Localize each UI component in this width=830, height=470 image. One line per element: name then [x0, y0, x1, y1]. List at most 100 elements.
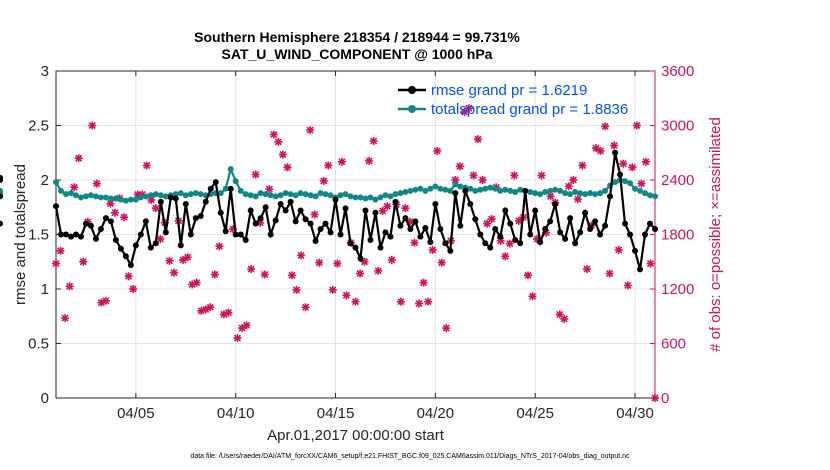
totalspread-point	[612, 179, 619, 186]
obs-point	[619, 159, 628, 168]
rmse-point	[502, 207, 509, 214]
y-tick-label: 3	[41, 63, 49, 80]
obs-stroke	[306, 126, 314, 134]
totalspread-point	[127, 196, 134, 203]
rmse-point	[427, 239, 434, 246]
rmse-point	[197, 212, 204, 219]
y-right-tick-label: 1200	[661, 281, 694, 298]
totalspread-point	[452, 181, 459, 188]
rmse-point	[517, 240, 524, 247]
rmse-point	[602, 222, 609, 229]
obs-point	[528, 292, 537, 301]
rmse-line	[54, 152, 656, 270]
obs-stroke	[451, 176, 459, 184]
rmse-point	[247, 207, 254, 214]
obs-stroke	[501, 252, 509, 260]
totalspread-point	[397, 190, 404, 197]
totalspread-point	[312, 193, 319, 200]
totalspread-point	[0, 187, 3, 194]
obs-stroke	[170, 269, 178, 277]
obs-point	[310, 210, 319, 219]
obs-stroke	[651, 394, 659, 402]
obs-point	[474, 135, 483, 144]
obs-stroke	[152, 204, 160, 212]
obs-stroke	[442, 324, 450, 332]
totalspread-point	[192, 190, 199, 197]
rmse-point	[487, 244, 494, 251]
totalspread-point	[622, 178, 629, 185]
rmse-point	[477, 231, 484, 238]
rmse-point	[452, 190, 459, 197]
totalspread-point	[597, 190, 604, 197]
obs-stroke	[143, 161, 151, 170]
obs-stroke	[274, 138, 282, 146]
legend-entry-totalspread: totalspread grand pr = 1.8836	[398, 101, 628, 118]
y-tick-label: 0.5	[28, 336, 49, 353]
obs-point	[88, 121, 97, 130]
obs-point	[442, 324, 451, 333]
obs-point	[437, 258, 446, 267]
obs-point	[487, 215, 496, 224]
totalspread-point	[377, 194, 384, 201]
totalspread-point	[482, 185, 489, 192]
totalspread-point	[437, 185, 444, 192]
totalspread-point	[102, 194, 109, 201]
obs-stroke	[401, 204, 409, 212]
obs-point	[260, 270, 269, 279]
totalspread-point	[422, 187, 429, 194]
obs-point	[324, 161, 333, 170]
totalspread-point	[627, 180, 634, 187]
obs-stroke	[397, 298, 405, 306]
obs-point	[428, 245, 437, 254]
rmse-point	[532, 207, 539, 214]
obs-point	[510, 171, 519, 180]
rmse-point	[307, 220, 314, 227]
totalspread-point	[537, 191, 544, 198]
obs-point	[564, 182, 573, 191]
obs-point	[623, 281, 632, 290]
obs-stroke	[642, 158, 650, 166]
totalspread-point	[262, 191, 269, 198]
rmse-point	[267, 231, 274, 238]
rmse-point	[342, 205, 349, 212]
obs-point	[328, 285, 337, 294]
obs-point	[251, 170, 260, 179]
obs-stroke	[628, 163, 636, 171]
legend-entry-rmse: rmse grand pr = 1.6219	[398, 82, 587, 99]
rmse-point	[562, 235, 569, 242]
rmse-point	[212, 179, 219, 186]
rmse-point	[102, 215, 109, 222]
totalspread-point	[327, 192, 334, 199]
obs-stroke	[297, 251, 305, 259]
rmse-point	[157, 198, 164, 205]
totalspread-point	[217, 190, 224, 197]
rmse-point	[377, 244, 384, 251]
rmse-point	[0, 177, 3, 183]
obs-stroke	[410, 239, 419, 247]
totalspread-point	[567, 191, 574, 198]
rmse-point	[622, 220, 629, 227]
obs-stroke	[193, 279, 201, 287]
rmse-point	[617, 171, 624, 178]
rmse-point	[542, 226, 549, 233]
obs-point	[56, 246, 65, 255]
x-tick-label: 04/30	[616, 405, 654, 422]
obs-point	[70, 183, 79, 192]
obs-point	[582, 265, 591, 274]
obs-point	[287, 271, 296, 280]
obs-point	[419, 278, 428, 287]
rmse-point	[597, 231, 604, 238]
totalspread-point	[322, 191, 329, 198]
rmse-point	[112, 236, 119, 243]
totalspread-point	[297, 190, 304, 197]
obs-stroke	[574, 195, 582, 203]
obs-stroke	[497, 237, 505, 245]
rmse-point	[547, 218, 554, 225]
obs-point	[651, 394, 659, 402]
rmse-point	[97, 226, 104, 233]
obs-stroke	[474, 135, 482, 143]
rmse-point	[607, 193, 614, 200]
obs-point	[410, 238, 419, 247]
obs-point	[92, 179, 101, 188]
rmse-point	[492, 226, 499, 233]
